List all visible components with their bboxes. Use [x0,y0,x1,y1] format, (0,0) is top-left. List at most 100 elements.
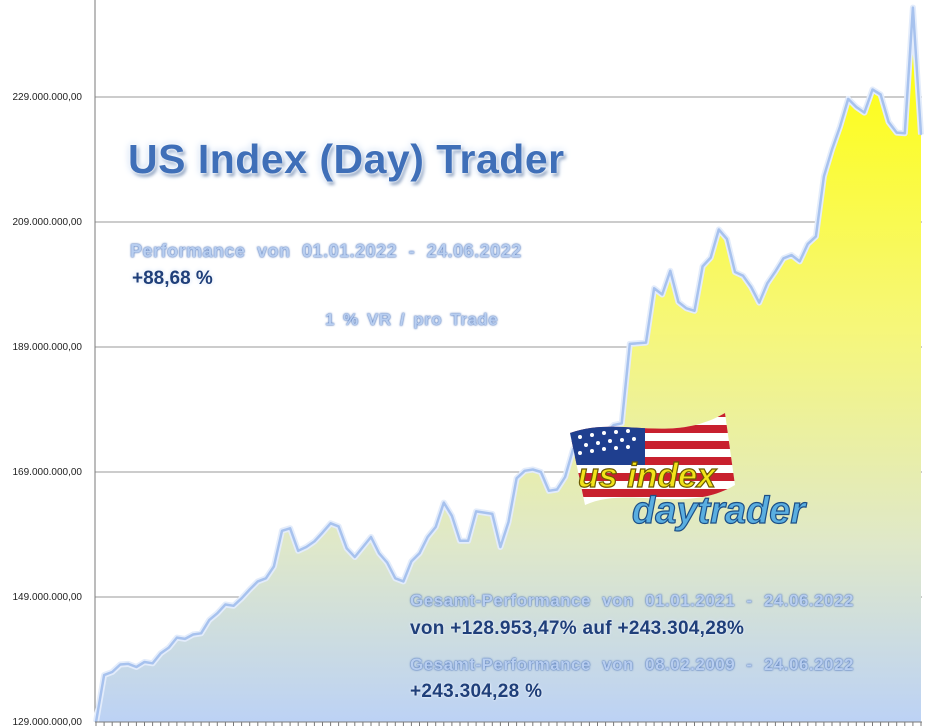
total-performance-value-1: von +128.953,47% auf +243.304,28% [410,618,745,639]
data-point [847,98,849,100]
data-point [807,243,809,245]
data-point [750,286,752,288]
data-point [734,271,736,273]
data-point [556,488,558,491]
data-point [103,674,105,676]
data-point [151,662,154,665]
data-point [451,515,453,517]
data-point [920,133,922,136]
y-tick-label: 149.000.000,00 [12,592,82,603]
data-point [523,470,526,472]
data-point [159,652,162,655]
data-point [540,471,542,473]
data-point [135,666,138,668]
data-point [815,235,817,238]
data-point [515,477,518,480]
data-point [265,577,267,580]
x-axis [95,721,922,726]
y-axis-tick-labels: 129.000.000,00 149.000.000,00 169.000.000,… [12,92,82,728]
data-point [629,343,631,345]
data-point [475,510,477,513]
data-point [378,552,380,555]
data-point [232,605,235,607]
performance-value: +88,68 % [132,268,213,289]
data-point [337,525,340,528]
total-performance-label-2: Gesamt-Performance von 08.02.2009 - 24.0… [410,655,854,674]
data-point [677,301,680,303]
total-performance-value-2: +243.304,28 % [410,681,543,702]
data-point [823,175,825,178]
data-point [790,254,793,256]
data-point [499,546,502,548]
data-point [532,468,534,471]
data-point [548,490,550,492]
data-point [831,148,833,151]
data-point [459,540,461,542]
data-point [386,561,389,564]
data-point [798,260,801,263]
data-point [887,121,890,123]
equity-area [96,7,921,723]
data-point [693,310,696,312]
data-point [362,546,364,548]
data-point [855,106,858,108]
data-point [208,619,210,621]
y-tick-label: 209.000.000,00 [12,217,82,228]
data-point [758,301,760,304]
y-tick-label: 129.000.000,00 [12,717,82,728]
data-point [904,132,906,135]
data-point [240,597,243,600]
data-point [143,661,146,663]
data-point [192,633,194,636]
data-point [564,476,566,478]
data-point [863,111,866,114]
data-point [912,6,914,9]
data-point [281,530,283,532]
data-point [718,228,720,231]
equity-series [93,4,924,723]
data-point [426,536,429,538]
data-point [354,556,356,558]
data-point [879,93,882,96]
data-point [483,511,486,514]
data-point [313,540,316,543]
data-point [620,422,623,425]
data-point [216,612,219,615]
data-point [709,256,712,259]
data-point [443,501,445,504]
data-point [370,536,372,538]
risk-note: 1 % VR / pro Trade [325,310,499,329]
data-point [297,550,300,552]
data-point [184,638,186,640]
data-point [410,560,413,563]
data-point [321,531,324,534]
data-point [168,646,170,649]
data-point [119,663,122,666]
data-point [176,636,178,639]
page-title: US Index (Day) Trader [128,136,565,182]
data-point [685,307,688,310]
data-point [491,513,494,515]
data-point [329,522,332,525]
data-point [839,125,841,128]
data-point [305,546,308,548]
data-point [273,565,275,568]
data-point [782,257,785,260]
data-point [653,287,655,290]
data-point [289,527,291,530]
data-point [224,603,227,606]
us-index-daytrader-logo: us index daytrader [570,413,808,533]
performance-period-label: Performance von 01.01.2022 - 24.06.2022 [130,241,522,261]
data-point [726,238,728,240]
data-point [661,293,663,296]
data-point [871,88,874,91]
logo-text-us: us index [578,457,718,495]
data-point [467,540,469,542]
data-point [394,577,397,580]
data-point [248,588,251,591]
data-point [200,632,202,635]
data-point [345,547,348,550]
data-point [774,270,777,273]
data-point [434,526,437,528]
